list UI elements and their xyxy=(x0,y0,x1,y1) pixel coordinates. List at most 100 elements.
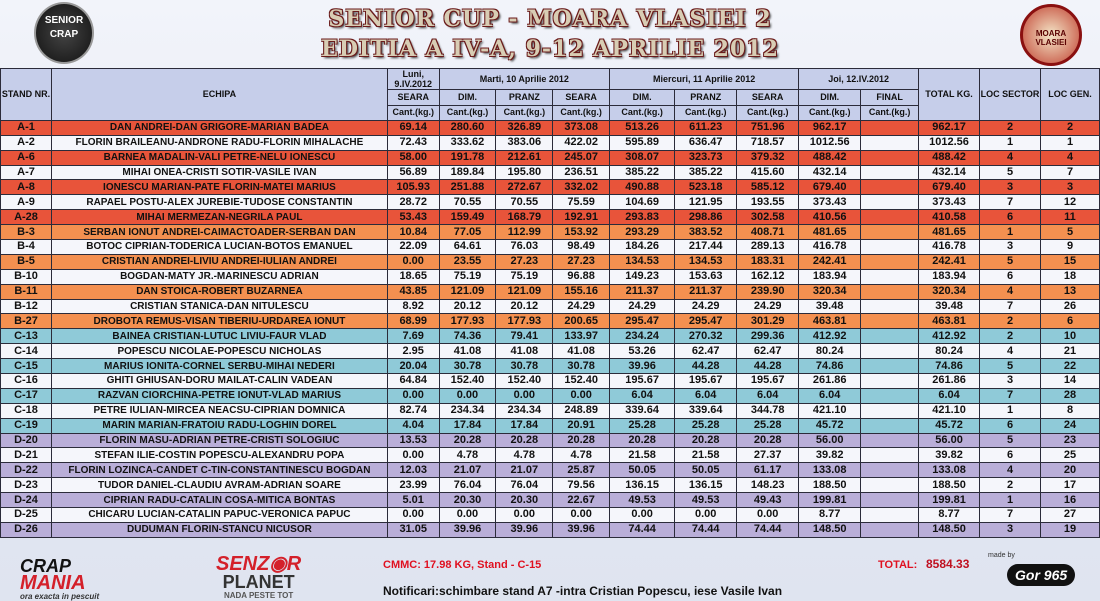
score-cell: 636.47 xyxy=(674,134,738,151)
score-cell: 751.96 xyxy=(736,119,800,136)
score-cell: 79.41 xyxy=(495,328,554,345)
team-cell: GHITI GHIUSAN-DORU MAILAT-CALIN VADEAN xyxy=(50,373,388,389)
score-cell: 24.29 xyxy=(736,298,800,315)
sub-seara: SEARA xyxy=(386,89,440,106)
score-cell: 1012.56 xyxy=(798,134,862,151)
score-cell: 50.05 xyxy=(674,462,738,479)
score-cell: 64.61 xyxy=(438,239,497,255)
score-cell: 153.63 xyxy=(674,268,738,285)
score-cell: 200.65 xyxy=(552,313,611,330)
score-cell: 242.41 xyxy=(798,253,862,270)
score-cell: 0.00 xyxy=(386,253,440,270)
score-cell: 69.14 xyxy=(386,119,440,136)
total-cell: 45.72 xyxy=(918,417,981,434)
score-cell xyxy=(860,462,920,479)
score-cell xyxy=(860,283,920,300)
score-cell: 68.99 xyxy=(386,313,440,330)
score-cell: 383.52 xyxy=(674,224,738,241)
loc-sector-cell: 6 xyxy=(979,268,1041,285)
score-cell: 20.12 xyxy=(495,298,554,315)
score-cell: 10.84 xyxy=(386,224,440,241)
team-cell: RAZVAN CIORCHINA-PETRE IONUT-VLAD MARIUS xyxy=(50,387,388,404)
loc-gen-cell: 21 xyxy=(1040,343,1100,360)
score-cell: 326.89 xyxy=(495,119,554,136)
team-cell: SERBAN IONUT ANDREI-CAIMACTOADER-SERBAN … xyxy=(50,224,388,241)
score-cell: 211.37 xyxy=(609,283,676,300)
team-cell: CRISTIAN ANDREI-LIVIU ANDREI-IULIAN ANDR… xyxy=(50,253,388,270)
score-cell: 153.92 xyxy=(552,224,611,241)
score-cell: 45.72 xyxy=(798,417,862,434)
score-cell: 6.04 xyxy=(674,387,738,404)
score-cell: 236.51 xyxy=(552,164,611,181)
stand-cell: B-5 xyxy=(0,253,52,270)
total-cell: 242.41 xyxy=(918,253,981,270)
score-cell: 0.00 xyxy=(552,387,611,404)
score-cell: 25.28 xyxy=(609,417,676,434)
score-cell: 193.55 xyxy=(736,194,800,211)
sub-cant: Cant.(kg.) xyxy=(552,105,611,121)
score-cell: 192.91 xyxy=(552,209,611,226)
total-cell: 1012.56 xyxy=(918,134,981,151)
score-cell: 4.78 xyxy=(495,447,554,464)
page-title: SENIOR CUP - MOARA VLASIEI 2 xyxy=(328,6,772,32)
loc-gen-cell: 10 xyxy=(1040,328,1100,345)
team-cell: DAN ANDREI-DAN GRIGORE-MARIAN BADEA xyxy=(50,119,388,136)
col-loc-sector: LOC SECTOR xyxy=(979,68,1041,121)
score-cell: 383.06 xyxy=(495,134,554,151)
stand-cell: B-27 xyxy=(0,313,52,330)
made-by-label: made by xyxy=(988,552,1015,559)
score-cell: 0.00 xyxy=(495,507,554,523)
score-cell: 98.49 xyxy=(552,239,611,255)
sub-final: FINAL xyxy=(860,89,920,106)
score-cell: 20.30 xyxy=(495,492,554,509)
score-cell: 481.65 xyxy=(798,224,862,241)
score-cell: 490.88 xyxy=(609,179,676,196)
score-cell: 0.00 xyxy=(386,507,440,523)
team-cell: CIPRIAN RADU-CATALIN COSA-MITICA BONTAS xyxy=(50,492,388,509)
team-cell: MARIN MARIAN-FRATOIU RADU-LOGHIN DOREL xyxy=(50,417,388,434)
score-cell: 299.36 xyxy=(736,328,800,345)
table-row: C-14 POPESCU NICOLAE-POPESCU NICHOLAS 2.95… xyxy=(0,343,1100,360)
loc-sector-cell: 7 xyxy=(979,387,1041,404)
score-cell xyxy=(860,358,920,375)
total-cell: 488.42 xyxy=(918,149,981,166)
loc-sector-cell: 1 xyxy=(979,492,1041,509)
stand-cell: A-28 xyxy=(0,209,52,226)
team-cell: CRISTIAN STANICA-DAN NITULESCU xyxy=(50,298,388,315)
team-cell: FLORIN BRAILEANU-ANDRONE RADU-FLORIN MIH… xyxy=(50,134,388,151)
score-cell: 74.36 xyxy=(438,328,497,345)
table-row: C-13 BAINEA CRISTIAN-LUTUC LIVIU-FAUR VLA… xyxy=(0,328,1100,345)
loc-gen-cell: 22 xyxy=(1040,358,1100,375)
score-cell: 416.78 xyxy=(798,239,862,255)
table-row: D-22 FLORIN LOZINCA-CANDET C-TIN-CONSTANT… xyxy=(0,462,1100,479)
score-cell: 21.07 xyxy=(438,462,497,479)
total-cell: 320.34 xyxy=(918,283,981,300)
senzor-logo-line2: PLANET xyxy=(222,572,295,592)
score-cell: 77.05 xyxy=(438,224,497,241)
sub-cant: Cant.(kg.) xyxy=(674,105,738,121)
sub-pranz: PRANZ xyxy=(495,89,554,106)
score-cell xyxy=(860,134,920,151)
score-cell: 148.23 xyxy=(736,477,800,494)
score-cell: 24.29 xyxy=(552,298,611,315)
score-cell: 136.15 xyxy=(609,477,676,494)
score-cell: 373.08 xyxy=(552,119,611,136)
stand-cell: C-14 xyxy=(0,343,52,360)
score-cell xyxy=(860,313,920,330)
total-cell: 199.81 xyxy=(918,492,981,509)
col-day1: Luni, 9.IV.2012 xyxy=(386,68,440,90)
score-cell: 53.43 xyxy=(386,209,440,226)
table-row: A-1 DAN ANDREI-DAN GRIGORE-MARIAN BADEA 69… xyxy=(0,119,1100,136)
score-cell: 6.04 xyxy=(736,387,800,404)
results-body: A-1 DAN ANDREI-DAN GRIGORE-MARIAN BADEA 69… xyxy=(0,119,1100,538)
team-cell: RAPAEL POSTU-ALEX JUREBIE-TUDOSE CONSTAN… xyxy=(50,194,388,211)
total-cell: 432.14 xyxy=(918,164,981,181)
table-row: A-9 RAPAEL POSTU-ALEX JUREBIE-TUDOSE CONS… xyxy=(0,194,1100,211)
sub-dim: DIM. xyxy=(798,89,862,106)
loc-gen-cell: 3 xyxy=(1040,179,1100,196)
senior-crap-logo: SENIOR CRAP xyxy=(34,2,94,64)
score-cell: 20.04 xyxy=(386,358,440,375)
score-cell: 385.22 xyxy=(674,164,738,181)
sub-cant: Cant.(kg.) xyxy=(609,105,676,121)
page-subtitle: EDITIA A IV-A, 9-12 APRILIE 2012 xyxy=(321,36,779,62)
